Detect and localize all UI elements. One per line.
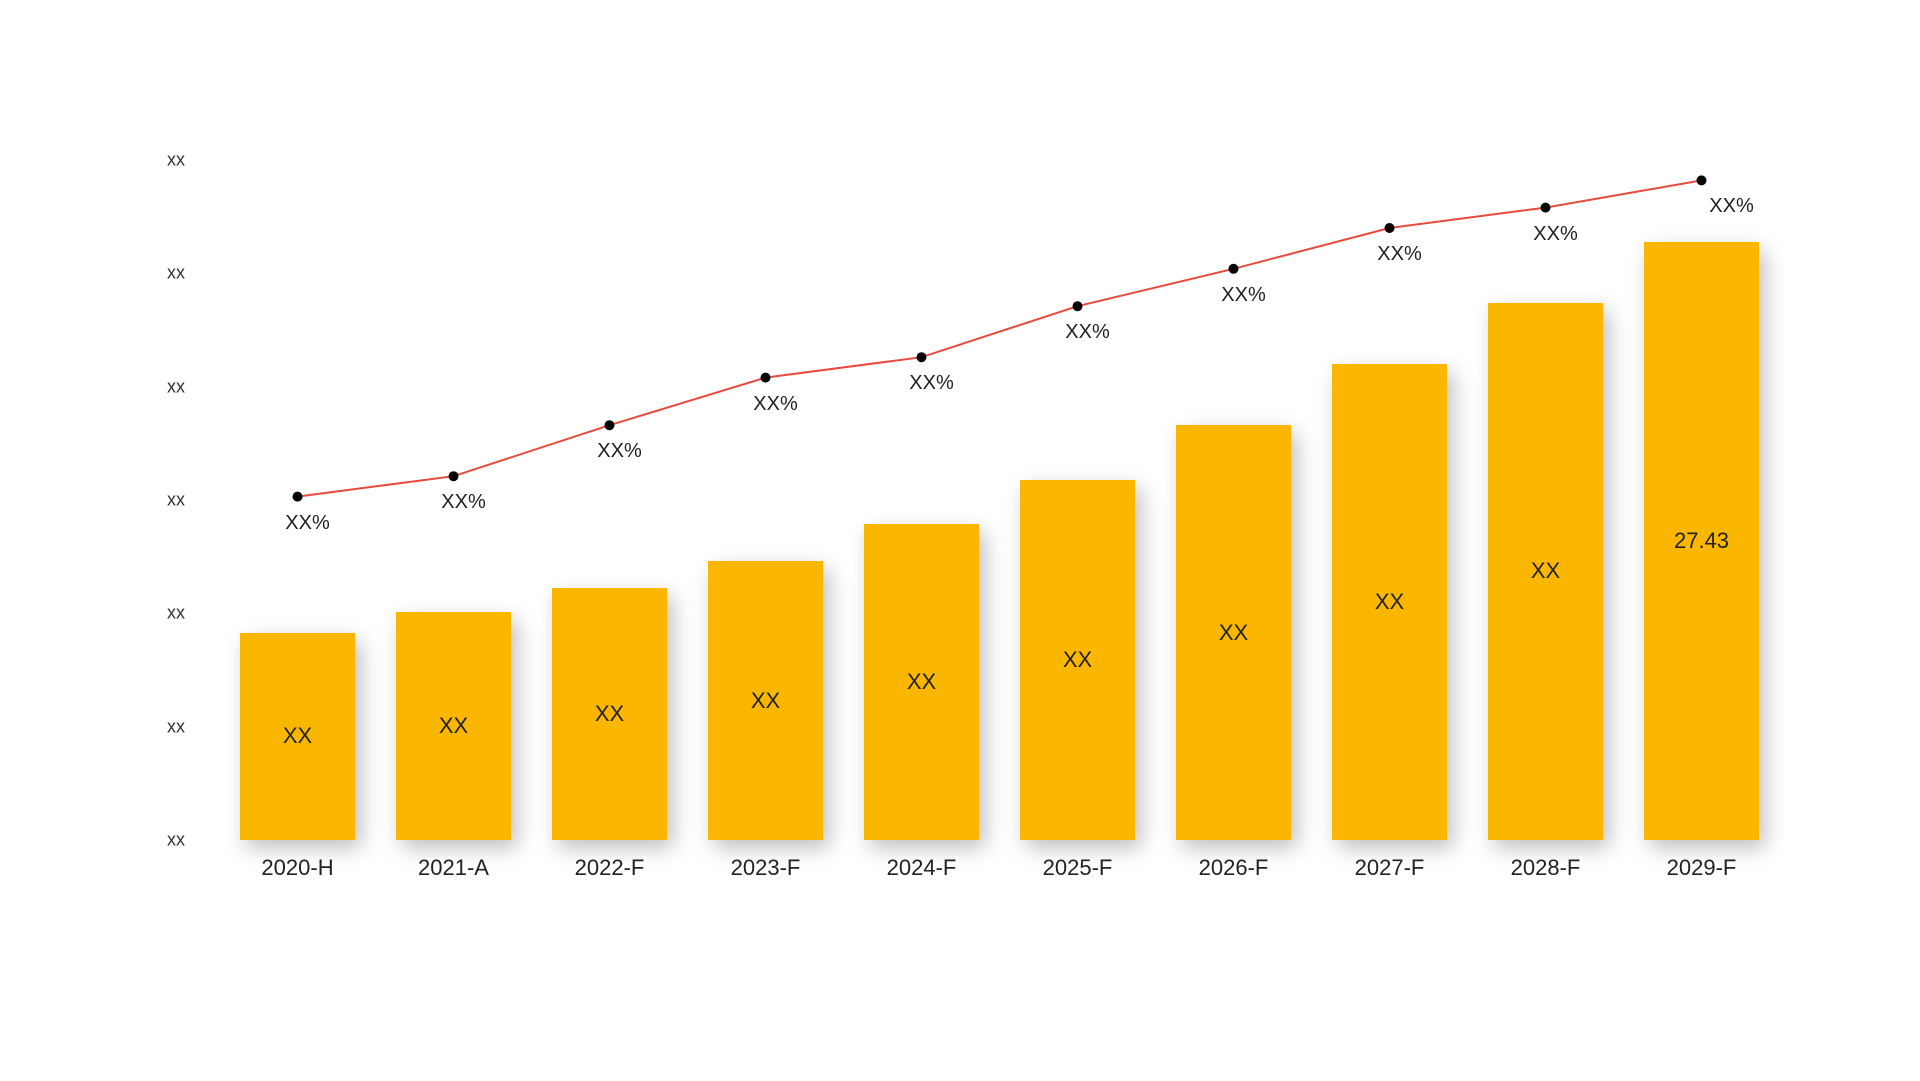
line-marker <box>917 352 927 362</box>
bar: 27.43 <box>1644 242 1759 840</box>
line-marker <box>1385 223 1395 233</box>
line-point-label: XX% <box>753 393 797 416</box>
line-point-label: XX% <box>1709 195 1753 218</box>
line-marker <box>449 471 459 481</box>
bar-value-label: 27.43 <box>1674 528 1729 554</box>
y-tick-label: xx <box>167 376 185 397</box>
line-point-label: XX% <box>1065 321 1109 344</box>
bar: XX <box>240 633 355 840</box>
bar-value-label: XX <box>1219 620 1248 646</box>
y-tick-label: xx <box>167 490 185 511</box>
line-marker <box>1073 301 1083 311</box>
line-point-label: XX% <box>285 512 329 535</box>
line-marker <box>605 420 615 430</box>
bar-value-label: XX <box>907 669 936 695</box>
line-marker <box>1229 264 1239 274</box>
line-point-label: XX% <box>1377 243 1421 266</box>
x-tick-label: 2023-F <box>731 855 801 881</box>
chart-container: xxxxxxxxxxxxxx XXXXXXXXXXXXXXXXXX27.43XX… <box>140 160 1780 940</box>
line-marker <box>1697 175 1707 185</box>
line-marker <box>293 492 303 502</box>
bar-value-label: XX <box>595 701 624 727</box>
y-axis: xxxxxxxxxxxxxx <box>140 160 195 840</box>
x-tick-label: 2024-F <box>887 855 957 881</box>
line-marker <box>761 373 771 383</box>
x-tick-label: 2029-F <box>1667 855 1737 881</box>
bar: XX <box>1020 480 1135 840</box>
x-tick-label: 2027-F <box>1355 855 1425 881</box>
bar: XX <box>396 612 511 840</box>
bar-value-label: XX <box>283 723 312 749</box>
x-axis: 2020-H 2021-A 2022-F 2023-F 2024-F 2025-F 2026… <box>200 855 1780 895</box>
line-point-label: XX% <box>441 491 485 514</box>
line-point-label: XX% <box>909 372 953 395</box>
y-tick-label: xx <box>167 150 185 171</box>
line-point-label: XX% <box>597 440 641 463</box>
x-tick-label: 2028-F <box>1511 855 1581 881</box>
x-tick-label: 2020-H <box>261 855 333 881</box>
bar: XX <box>552 588 667 840</box>
bar-value-label: XX <box>1063 647 1092 673</box>
bar: XX <box>1332 364 1447 840</box>
x-tick-label: 2025-F <box>1043 855 1113 881</box>
bar-value-label: XX <box>1531 558 1560 584</box>
bar-value-label: XX <box>1375 589 1404 615</box>
y-tick-label: xx <box>167 830 185 851</box>
plot-area: XX XX XX XX XX XX XX XX XX 27.43 XX% XX% XX% XX% XX% XX… <box>200 160 1780 840</box>
bar: XX <box>864 524 979 840</box>
bar: XX <box>1176 425 1291 840</box>
x-tick-label: 2026-F <box>1199 855 1269 881</box>
bar-value-label: XX <box>439 713 468 739</box>
line-marker <box>1541 203 1551 213</box>
line-point-label: XX% <box>1221 284 1265 307</box>
y-tick-label: xx <box>167 716 185 737</box>
x-tick-label: 2022-F <box>575 855 645 881</box>
bar: XX <box>1488 303 1603 840</box>
x-tick-label: 2021-A <box>418 855 489 881</box>
y-tick-label: xx <box>167 603 185 624</box>
y-tick-label: xx <box>167 263 185 284</box>
line-point-label: XX% <box>1533 223 1577 246</box>
bar: XX <box>708 561 823 840</box>
bar-value-label: XX <box>751 688 780 714</box>
